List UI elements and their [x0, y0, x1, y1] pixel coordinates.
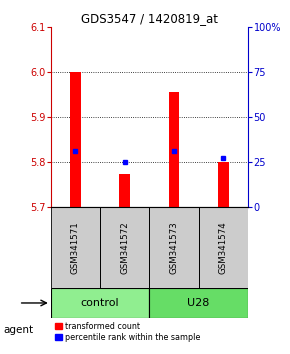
Bar: [149, 288, 248, 318]
Bar: [168, 92, 180, 207]
Bar: [100, 207, 149, 288]
Text: GSM341573: GSM341573: [169, 221, 179, 274]
Legend: transformed count, percentile rank within the sample: transformed count, percentile rank withi…: [55, 322, 201, 342]
Bar: [199, 207, 248, 288]
Bar: [51, 207, 100, 288]
Text: U28: U28: [187, 298, 210, 308]
Text: GSM341574: GSM341574: [219, 221, 228, 274]
Bar: [51, 288, 149, 318]
Text: control: control: [81, 298, 119, 308]
Bar: [149, 207, 199, 288]
Bar: [119, 173, 130, 207]
Bar: [70, 72, 81, 207]
Text: GSM341572: GSM341572: [120, 221, 129, 274]
Text: GSM341571: GSM341571: [71, 221, 80, 274]
Bar: [218, 162, 229, 207]
Text: agent: agent: [3, 325, 33, 335]
Title: GDS3547 / 1420819_at: GDS3547 / 1420819_at: [81, 12, 218, 25]
